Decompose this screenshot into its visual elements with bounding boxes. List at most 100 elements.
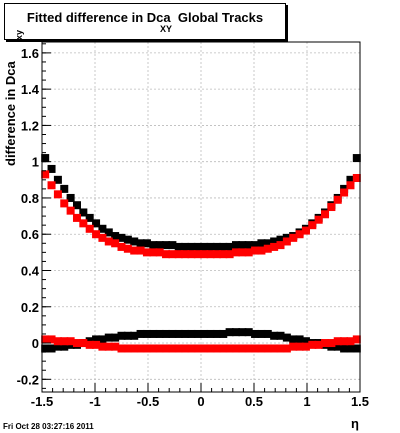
data-point (206, 329, 215, 338)
data-point (282, 333, 291, 342)
data-point (117, 344, 126, 353)
data-point (257, 329, 266, 338)
chart-title: Fitted difference in Dca Global Tracks (26, 10, 264, 25)
data-point (231, 328, 240, 337)
data-point (136, 344, 145, 353)
data-point (72, 213, 81, 222)
data-point (98, 224, 107, 233)
data-point (295, 342, 304, 351)
data-point (168, 250, 177, 259)
data-point (53, 190, 62, 199)
data-point (79, 339, 88, 348)
y-tick-label: 0 (32, 336, 39, 351)
data-point (301, 342, 310, 351)
data-point (187, 250, 196, 259)
data-point (149, 344, 158, 353)
data-point (92, 230, 101, 239)
x-tick-label: 1.5 (351, 394, 369, 409)
data-point (187, 242, 196, 251)
data-point (212, 250, 221, 259)
data-point (85, 213, 94, 222)
data-point (321, 339, 330, 348)
data-point (314, 215, 323, 224)
data-point (155, 241, 164, 250)
data-point (117, 331, 126, 340)
series-2 (41, 170, 361, 259)
data-point (174, 344, 183, 353)
data-point (244, 248, 253, 257)
data-point (231, 241, 240, 250)
data-point (251, 246, 260, 255)
data-point (314, 340, 323, 349)
data-point (98, 233, 107, 242)
data-point (187, 344, 196, 353)
data-point (212, 242, 221, 251)
data-point (98, 342, 107, 351)
data-point (238, 241, 247, 250)
y-tick-label: 0.6 (21, 227, 39, 242)
data-point (352, 154, 361, 163)
data-point (346, 344, 355, 353)
data-point (225, 344, 234, 353)
data-point (92, 335, 101, 344)
data-point (340, 337, 349, 346)
data-point (276, 241, 285, 250)
data-point (333, 342, 342, 351)
data-point (352, 335, 361, 344)
data-point (117, 242, 126, 251)
x-tick-label: 1 (303, 394, 310, 409)
data-point (270, 344, 279, 353)
x-axis-label: η (351, 416, 359, 431)
data-point (174, 242, 183, 251)
data-point (257, 239, 266, 248)
data-point (193, 329, 202, 338)
data-point (130, 331, 139, 340)
data-point (270, 242, 279, 251)
data-point (47, 181, 56, 190)
data-point (92, 340, 101, 349)
data-point (333, 337, 342, 346)
data-point (289, 233, 298, 242)
data-point (346, 181, 355, 190)
data-point (219, 329, 228, 338)
data-point (181, 329, 190, 338)
data-point (200, 344, 209, 353)
data-point (130, 237, 139, 246)
data-point (346, 175, 355, 184)
data-point (212, 329, 221, 338)
data-point (53, 175, 62, 184)
data-point (181, 250, 190, 259)
data-point (168, 329, 177, 338)
y-tick-label: -0.2 (17, 372, 39, 387)
data-point (200, 242, 209, 251)
data-point (219, 344, 228, 353)
y-tick-label: 1.2 (21, 118, 39, 133)
data-point (136, 246, 145, 255)
data-point (47, 164, 56, 173)
data-point (181, 344, 190, 353)
data-point (60, 337, 69, 346)
data-point (219, 250, 228, 259)
data-point (60, 184, 69, 193)
data-point (263, 329, 272, 338)
data-point (130, 246, 139, 255)
data-point (238, 328, 247, 337)
data-point (136, 239, 145, 248)
data-point (327, 339, 336, 348)
data-point (282, 237, 291, 246)
data-point (66, 193, 75, 202)
data-point (162, 250, 171, 259)
data-point (289, 342, 298, 351)
data-point (206, 242, 215, 251)
data-point (123, 344, 132, 353)
data-point (60, 342, 69, 351)
data-point (111, 239, 120, 248)
y-axis-label-group: difference in Dca xy (3, 30, 24, 166)
data-point (327, 203, 336, 212)
data-point (301, 337, 310, 346)
data-point (41, 335, 50, 344)
data-point (263, 239, 272, 248)
data-point (200, 329, 209, 338)
data-point (263, 244, 272, 253)
data-point (206, 344, 215, 353)
